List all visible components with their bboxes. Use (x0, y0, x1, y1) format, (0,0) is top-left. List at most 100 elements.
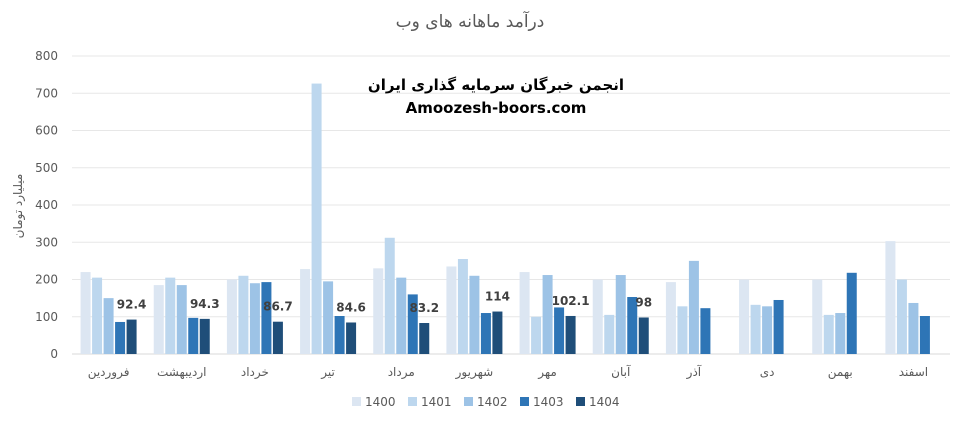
x-tick-label: بهمن (828, 365, 853, 380)
bar-1403 (846, 272, 857, 354)
watermark-site: Amoozesh-boors.com (406, 99, 587, 117)
bar-1400 (739, 279, 750, 354)
bar-1403 (773, 299, 784, 354)
bar-1402 (542, 275, 553, 354)
bar-1400 (373, 268, 384, 354)
bar-1402 (762, 306, 773, 354)
bar-1404 (126, 319, 137, 354)
bar-1402 (103, 298, 114, 354)
y-axis-label: میلیارد تومان (11, 174, 26, 239)
data-label: 98 (635, 295, 652, 309)
bar-1403 (700, 308, 711, 354)
bar-1401 (311, 83, 322, 354)
y-tick-label: 100 (35, 310, 58, 324)
bar-1404 (492, 311, 503, 354)
x-tick-label: دی (760, 365, 775, 379)
legend-swatch (576, 397, 585, 406)
watermark-title: انجمن خبرگان سرمایه گذاری ایران (368, 76, 624, 94)
legend-label: 1400 (365, 395, 396, 409)
category-labels: فروردین اردیبهشت خرداد تیر مرداد شهریور مهر آبا… (88, 364, 928, 380)
bar-1402 (469, 275, 480, 354)
legend-swatch (464, 397, 473, 406)
bar-1400 (80, 272, 91, 354)
bar-1401 (750, 304, 761, 354)
y-tick-label: 700 (35, 86, 58, 100)
bar-1404 (419, 323, 430, 354)
data-label: 92.4 (117, 298, 147, 312)
bar-1402 (396, 277, 407, 354)
bar-1400 (592, 279, 603, 354)
x-tick-label: اسفند (899, 365, 928, 379)
bar-1403 (334, 316, 345, 354)
x-tick-label: اردیبهشت (157, 365, 206, 380)
bar-1401 (896, 279, 907, 354)
bar-1400 (812, 279, 823, 354)
chart-title: درآمد ماهانه های وب (396, 10, 545, 32)
bar-1401 (457, 259, 468, 354)
x-tick-label: آذر (686, 364, 702, 380)
bar-1400 (226, 279, 237, 354)
bar-1400 (446, 266, 457, 354)
y-tick-label: 0 (50, 347, 58, 361)
data-label: 83.2 (409, 301, 439, 315)
bar-1403 (919, 316, 930, 354)
bar-1402 (176, 285, 187, 354)
bar-1404 (272, 321, 283, 354)
y-axis-ticks: 0 100 200 300 400 500 600 700 800 (35, 49, 58, 361)
y-tick-label: 600 (35, 124, 58, 138)
bar-1403 (554, 307, 565, 354)
x-tick-label: مهر (537, 365, 557, 380)
x-tick-label: تیر (320, 365, 335, 380)
bar-1400 (665, 282, 676, 354)
legend-label: 1401 (421, 395, 452, 409)
bar-1402 (688, 260, 699, 354)
bar-1400 (300, 269, 311, 354)
bar-1403 (480, 313, 491, 354)
data-label: 114 (485, 290, 510, 304)
bar-1403 (627, 297, 638, 354)
y-tick-label: 200 (35, 273, 58, 287)
bar-1402 (249, 283, 260, 354)
bar-1404 (199, 318, 210, 354)
bar-1401 (238, 275, 249, 354)
bar-1401 (604, 314, 615, 354)
x-tick-label: آبان (611, 364, 631, 379)
bar-1401 (384, 237, 395, 354)
y-tick-label: 800 (35, 49, 58, 63)
bar-1403 (407, 294, 418, 354)
bar-1402 (835, 313, 846, 354)
bar-1401 (823, 314, 834, 354)
data-label: 94.3 (190, 297, 220, 311)
bar-1404 (346, 322, 357, 354)
y-tick-label: 400 (35, 198, 58, 212)
bar-1403 (261, 282, 272, 354)
bar-1401 (677, 306, 688, 354)
legend-label: 1402 (477, 395, 508, 409)
bar-1401 (531, 316, 542, 354)
data-labels: 92.4 94.3 86.7 84.6 83.2 114 102.1 98 (117, 290, 652, 315)
bars (80, 83, 930, 354)
x-tick-label: فروردین (88, 365, 130, 380)
gridlines (72, 55, 950, 355)
x-tick-label: شهریور (455, 365, 494, 380)
bar-1403 (188, 317, 199, 354)
legend-swatch (408, 397, 417, 406)
data-label: 102.1 (552, 294, 590, 308)
bar-1402 (323, 281, 334, 354)
bar-1401 (165, 277, 176, 354)
x-tick-label: مرداد (388, 365, 415, 380)
bar-1400 (153, 285, 164, 354)
legend-swatch (520, 397, 529, 406)
bar-1400 (885, 241, 896, 354)
data-label: 84.6 (336, 300, 366, 314)
bar-1404 (565, 315, 576, 354)
y-tick-label: 300 (35, 235, 58, 249)
legend: 1400 1401 1402 1403 1404 (352, 395, 620, 409)
bar-1400 (519, 272, 530, 354)
bar-1402 (908, 302, 919, 354)
legend-swatch (352, 397, 361, 406)
legend-label: 1403 (533, 395, 564, 409)
bar-1404 (638, 317, 649, 354)
data-label: 86.7 (263, 300, 293, 314)
